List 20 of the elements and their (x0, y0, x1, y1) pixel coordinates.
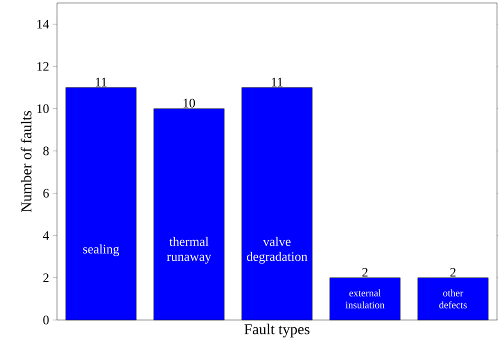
data-label: 2 (450, 268, 456, 277)
x-axis-title: Fault types (244, 324, 310, 338)
y-tick-label: 12 (37, 62, 49, 71)
x-tick-label: other defects (439, 289, 467, 308)
y-tick-label: 10 (37, 104, 49, 114)
x-tick-label: sealing (83, 244, 120, 256)
y-axis-title: Number of faults (20, 111, 32, 212)
data-label: 11 (272, 78, 282, 86)
y-tick-label: 0 (43, 316, 49, 324)
x-tick-label: external insulation (346, 289, 384, 308)
x-tick-label: thermal runaway (166, 236, 212, 264)
data-label: 11 (96, 78, 106, 86)
data-label: 10 (184, 98, 195, 108)
y-tick-label: 2 (43, 273, 49, 282)
y-tick-label: 4 (43, 231, 50, 240)
y-tick-label: 14 (37, 20, 50, 28)
y-tick-label: 8 (43, 146, 49, 156)
y-tick-label: 6 (43, 188, 49, 198)
data-label: 2 (362, 268, 368, 277)
x-tick-label: valve degradation (246, 236, 308, 264)
